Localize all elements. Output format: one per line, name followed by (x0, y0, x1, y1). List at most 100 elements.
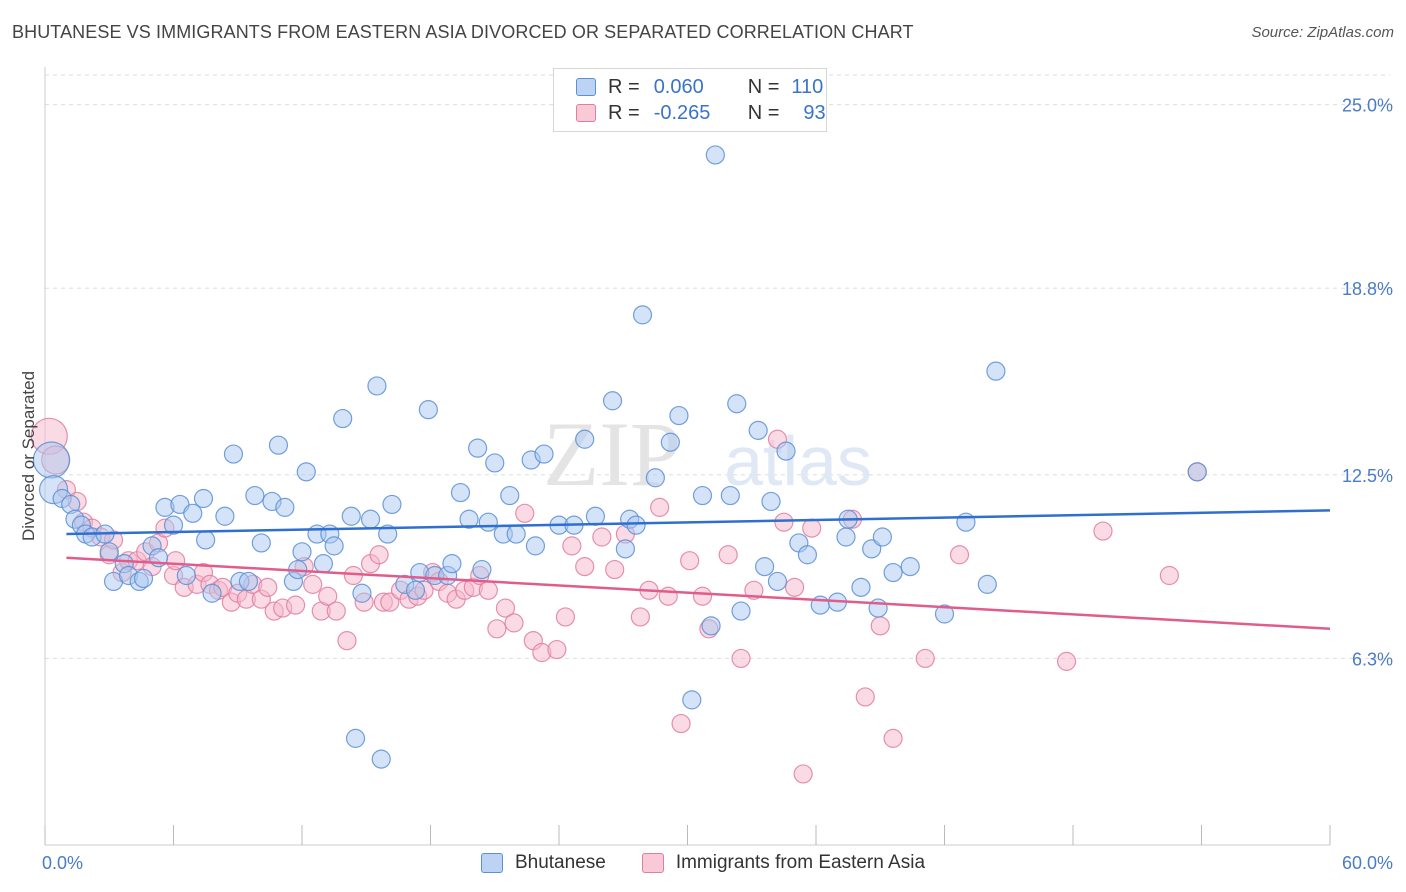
point-bhutanese (183, 503, 203, 523)
point-bhutanese (352, 583, 372, 603)
point-immigrants (562, 536, 582, 556)
point-immigrants (592, 527, 612, 547)
point-bhutanese (669, 405, 689, 426)
point-immigrants (1159, 565, 1179, 586)
legend-swatch-pink (641, 853, 664, 873)
point-bhutanese (602, 391, 623, 411)
point-bhutanese (367, 376, 387, 396)
stats-legend: R = 0.060 N = 110 R = -0.265 N = 93 (553, 68, 827, 132)
x-tick-label-max: 60.0% (1342, 853, 1393, 873)
point-immigrants (326, 601, 346, 621)
point-bhutanese (478, 512, 498, 532)
legend-swatch-blue (480, 853, 503, 873)
point-bhutanese (761, 491, 781, 512)
point-bhutanese (485, 453, 505, 473)
legend-r-label: R = (608, 75, 640, 98)
point-bhutanese (862, 539, 882, 559)
point-immigrants (793, 764, 813, 784)
point-bhutanese (163, 515, 184, 535)
point-immigrants (692, 586, 713, 606)
point-bhutanese (872, 527, 892, 547)
point-bhutanese (459, 509, 479, 529)
point-immigrants (380, 592, 400, 612)
point-immigrants (504, 613, 524, 633)
point-bhutanese (506, 524, 526, 544)
y-tick-label: 25.0% (1342, 96, 1393, 116)
point-immigrants (949, 545, 970, 565)
point-bhutanese (851, 577, 871, 597)
point-bhutanese (133, 568, 154, 589)
point-bhutanese (296, 462, 316, 482)
point-immigrants (658, 586, 678, 606)
point-bhutanese (692, 485, 713, 506)
point-immigrants (915, 648, 935, 669)
y-tick-label: 12.5% (1342, 466, 1393, 486)
point-bhutanese (176, 565, 196, 586)
point-bhutanese (275, 497, 295, 517)
legend-label-immigrants: Immigrants from Eastern Asia (675, 852, 926, 873)
point-bhutanese (767, 571, 788, 592)
point-immigrants (774, 512, 794, 532)
point-bhutanese (883, 562, 903, 583)
point-bhutanese (341, 506, 361, 526)
point-immigrants (718, 545, 738, 565)
point-immigrants (487, 619, 507, 639)
point-bhutanese (360, 509, 381, 529)
point-immigrants (337, 631, 357, 651)
point-bhutanese (99, 542, 119, 562)
chart-title: BHUTANESE VS IMMIGRANTS FROM EASTERN ASI… (12, 22, 914, 42)
point-bhutanese (378, 524, 398, 544)
point-bhutanese (626, 515, 646, 535)
legend-row-immigrants: R = -0.265 N = 93 (576, 100, 826, 126)
legend-n-label: N = (747, 101, 780, 124)
point-bhutanese (754, 557, 775, 577)
point-immigrants (515, 503, 535, 523)
point-bhutanese (731, 601, 751, 621)
point-immigrants (555, 607, 576, 627)
point-immigrants (605, 559, 625, 580)
point-bhutanese (405, 580, 426, 600)
legend-swatch-blue (576, 78, 596, 96)
point-immigrants (369, 545, 389, 565)
point-bhutanese (986, 361, 1006, 381)
point-bhutanese (748, 420, 768, 440)
point-bhutanese (1187, 462, 1207, 482)
legend-n-value: 93 (803, 101, 826, 124)
legend-row-bhutanese: R = 0.060 N = 110 (576, 74, 823, 100)
y-tick-label: 18.8% (1342, 279, 1393, 299)
point-bhutanese (660, 432, 680, 452)
series-legend: Bhutanese Immigrants from Eastern Asia (0, 852, 1406, 874)
point-immigrants (575, 557, 595, 577)
point-bhutanese (472, 559, 492, 580)
point-immigrants (303, 574, 323, 594)
point-bhutanese (836, 527, 856, 547)
point-immigrants (731, 648, 751, 669)
chart-source: Source: ZipAtlas.com (1251, 24, 1394, 41)
point-bhutanese (382, 494, 402, 515)
point-immigrants (258, 577, 278, 597)
point-immigrants (495, 598, 516, 618)
point-bhutanese (900, 557, 920, 577)
tick-labels: 6.3% 12.5% 18.8% 25.0% 0.0% 60.0% (42, 96, 1393, 873)
point-bhutanese (245, 485, 265, 506)
point-immigrants (883, 728, 903, 748)
point-immigrants (744, 580, 764, 600)
y-axis-title: Divorced or Separated (19, 371, 38, 541)
legend-swatch-pink (576, 104, 596, 122)
point-immigrants (1093, 521, 1113, 541)
point-bhutanese (251, 533, 271, 553)
point-immigrants (870, 616, 890, 636)
point-bhutanese (575, 429, 595, 449)
point-bhutanese (682, 690, 702, 710)
point-bhutanese (645, 468, 665, 488)
point-bhutanese (705, 145, 725, 165)
trend-line-bhutanese (66, 509, 1331, 536)
point-bhutanese (32, 441, 71, 479)
legend-r-value: 0.060 (653, 75, 704, 98)
point-immigrants (784, 577, 805, 597)
point-bhutanese (442, 554, 462, 574)
point-bhutanese (500, 485, 520, 506)
point-bhutanese (585, 506, 606, 526)
point-bhutanese (371, 749, 391, 769)
